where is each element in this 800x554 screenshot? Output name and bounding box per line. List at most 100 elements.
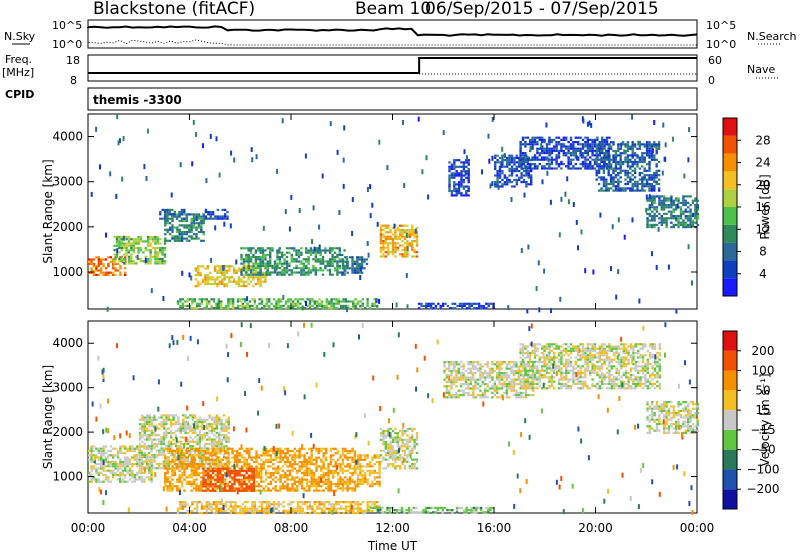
velocity-cell xyxy=(236,465,239,468)
velocity-cell xyxy=(141,414,144,417)
power-noise-point xyxy=(329,268,332,274)
power-cell xyxy=(689,223,692,226)
power-cell xyxy=(221,271,224,274)
power-cell xyxy=(316,300,319,303)
velocity-cell xyxy=(160,453,163,457)
velocity-cell xyxy=(150,469,153,472)
power-cell xyxy=(694,210,697,213)
power-cell xyxy=(655,206,659,209)
power-cell xyxy=(252,253,255,256)
power-cell xyxy=(120,255,123,258)
velocity-cell xyxy=(269,489,273,492)
power-cell xyxy=(197,271,200,274)
power-cell xyxy=(609,176,613,179)
power-cell xyxy=(521,154,525,157)
velocity-cell xyxy=(245,463,249,466)
velocity-cell xyxy=(114,474,117,477)
velocity-cell xyxy=(172,416,175,419)
velocity-cell xyxy=(188,449,191,453)
power-cell xyxy=(195,226,198,229)
power-cell xyxy=(541,152,544,155)
nave-tick-low: 0 xyxy=(708,74,715,87)
velocity-cell xyxy=(211,476,215,479)
power-cell xyxy=(533,138,537,141)
power-cell xyxy=(210,307,213,310)
power-noise-point xyxy=(188,272,191,278)
power-cell xyxy=(302,267,305,270)
power-cell xyxy=(455,159,458,162)
velocity-cell xyxy=(219,489,222,492)
power-cell xyxy=(92,273,96,276)
power-cell xyxy=(330,298,333,301)
velocity-cell xyxy=(288,474,292,477)
velocity-cell xyxy=(95,471,98,474)
power-cell xyxy=(178,239,181,242)
velocity-cell xyxy=(305,485,309,488)
power-cell xyxy=(373,298,376,301)
velocity-cell xyxy=(109,471,112,474)
velocity-cell xyxy=(162,460,166,463)
power-cell xyxy=(453,159,456,162)
power-cell xyxy=(188,224,191,227)
power-cell xyxy=(261,273,265,276)
power-cell xyxy=(453,163,456,166)
velocity-cell xyxy=(153,425,156,428)
power-noise-point xyxy=(488,158,491,164)
velocity-cell xyxy=(324,456,328,459)
power-cell xyxy=(657,143,661,146)
power-cell xyxy=(272,307,276,310)
power-cell xyxy=(264,258,267,261)
power-cell xyxy=(520,167,523,170)
velocity-cell xyxy=(346,452,349,455)
power-cell xyxy=(261,253,265,256)
velocity-cell xyxy=(150,449,153,452)
power-noise-point xyxy=(662,122,665,128)
power-cell xyxy=(609,147,613,150)
velocity-cell xyxy=(160,462,163,465)
velocity-cell xyxy=(236,454,239,457)
velocity-cell xyxy=(334,460,337,464)
power-cell xyxy=(629,171,632,175)
velocity-cell xyxy=(170,414,173,417)
power-cell xyxy=(548,136,551,139)
velocity-cell xyxy=(143,480,146,483)
power-cell xyxy=(149,235,152,239)
power-cell xyxy=(506,156,509,159)
velocity-cell xyxy=(231,476,234,479)
power-cell xyxy=(316,307,319,310)
power-noise-point xyxy=(491,116,494,122)
velocity-cell xyxy=(336,463,340,466)
power-cell xyxy=(331,260,334,263)
power-cell xyxy=(631,145,634,148)
power-cell xyxy=(624,174,627,177)
power-cell xyxy=(259,269,262,272)
velocity-cell xyxy=(262,467,265,470)
power-cell xyxy=(609,180,613,183)
velocity-cell xyxy=(225,445,228,448)
velocity-cell xyxy=(190,467,193,470)
power-cell xyxy=(403,246,407,249)
velocity-cell xyxy=(121,474,124,477)
power-cell xyxy=(116,269,120,272)
velocity-cell xyxy=(245,449,249,453)
power-noise-point xyxy=(653,120,656,125)
power-cell xyxy=(163,246,167,250)
power-cell xyxy=(312,264,315,267)
power-cell xyxy=(457,172,461,175)
power-cell xyxy=(176,239,179,242)
power-cell xyxy=(663,217,666,220)
velocity-cell xyxy=(180,452,184,455)
velocity-cell xyxy=(228,472,231,475)
velocity-cell xyxy=(281,465,285,468)
power-cell xyxy=(508,167,511,170)
power-cell xyxy=(586,154,589,157)
power-cell xyxy=(607,171,610,175)
power-cell xyxy=(515,167,518,170)
power-cell xyxy=(283,273,286,276)
power-cell xyxy=(624,178,627,181)
power-cell xyxy=(519,158,522,161)
velocity-cell xyxy=(202,463,205,466)
power-cell xyxy=(612,149,615,153)
power-cell xyxy=(118,235,121,239)
power-cell xyxy=(300,253,303,256)
